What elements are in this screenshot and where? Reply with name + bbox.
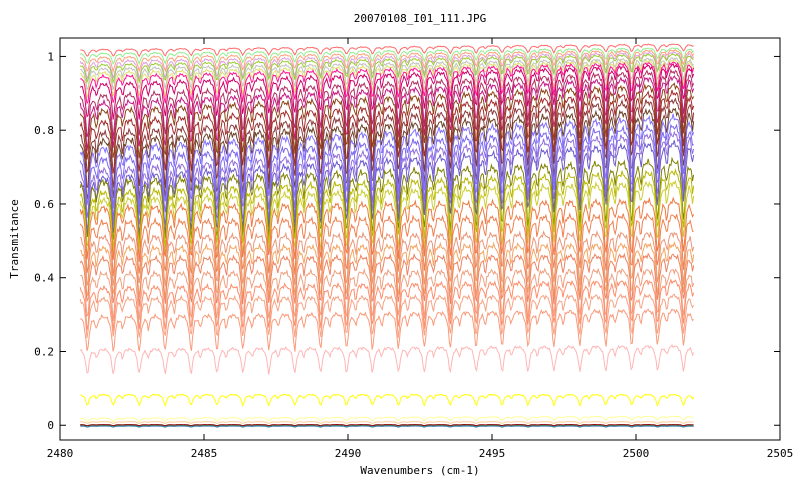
- series-line: [79, 53, 694, 85]
- x-tick-label: 2505: [767, 447, 794, 460]
- series-line: [79, 107, 695, 202]
- y-axis: 0 0.2 0.4 0.6 0.8 1: [34, 50, 780, 432]
- series-line: [80, 57, 694, 91]
- series-line: [79, 75, 695, 151]
- series-line: [79, 97, 695, 189]
- y-tick-label: 0: [47, 419, 54, 432]
- series-line: [80, 423, 694, 427]
- series-line: [79, 47, 694, 66]
- y-tick-label: 0.6: [34, 198, 54, 211]
- series-line: [79, 252, 695, 307]
- x-axis: 2480 2485 2490 2495 2500 2505: [47, 38, 794, 460]
- series-line: [79, 212, 694, 277]
- series-line: [80, 421, 694, 425]
- series-line: [79, 123, 694, 222]
- series-layer: [79, 43, 695, 428]
- series-line: [79, 196, 695, 262]
- series-line: [80, 425, 694, 428]
- series-line: [80, 393, 695, 408]
- series-line: [80, 424, 694, 428]
- series-line: [79, 241, 695, 299]
- series-line: [79, 63, 695, 120]
- series-line: [79, 156, 695, 242]
- chart-title: 20070108_I01_111.JPG: [354, 12, 486, 25]
- series-line: [79, 179, 695, 257]
- x-tick-label: 2485: [191, 447, 218, 460]
- series-line: [79, 140, 695, 238]
- series-line: [80, 43, 694, 58]
- series-line: [79, 68, 695, 140]
- y-tick-label: 0.2: [34, 345, 54, 358]
- series-line: [79, 130, 695, 232]
- y-tick-label: 1: [47, 50, 54, 63]
- series-line: [80, 415, 694, 423]
- series-line: [79, 278, 695, 332]
- series-line: [80, 61, 695, 105]
- series-line: [79, 48, 695, 74]
- x-tick-label: 2500: [623, 447, 650, 460]
- series-line: [79, 344, 695, 375]
- series-line: [79, 230, 695, 288]
- y-axis-label: Transmitance: [8, 199, 21, 278]
- series-line: [79, 113, 695, 210]
- series-line: [79, 292, 695, 339]
- series-line: [80, 59, 695, 99]
- y-tick-label: 0.8: [34, 124, 54, 137]
- series-line: [80, 267, 695, 322]
- series-line: [79, 168, 695, 250]
- series-line: [79, 89, 695, 174]
- series-line: [80, 308, 694, 352]
- x-tick-label: 2490: [335, 447, 362, 460]
- x-tick-label: 2495: [479, 447, 506, 460]
- series-line: [79, 82, 695, 160]
- y-tick-label: 0.4: [34, 272, 54, 285]
- x-tick-label: 2480: [47, 447, 74, 460]
- series-line: [79, 51, 695, 81]
- plot-frame: [59, 37, 781, 441]
- x-axis-label: Wavenumbers (cm-1): [360, 464, 479, 477]
